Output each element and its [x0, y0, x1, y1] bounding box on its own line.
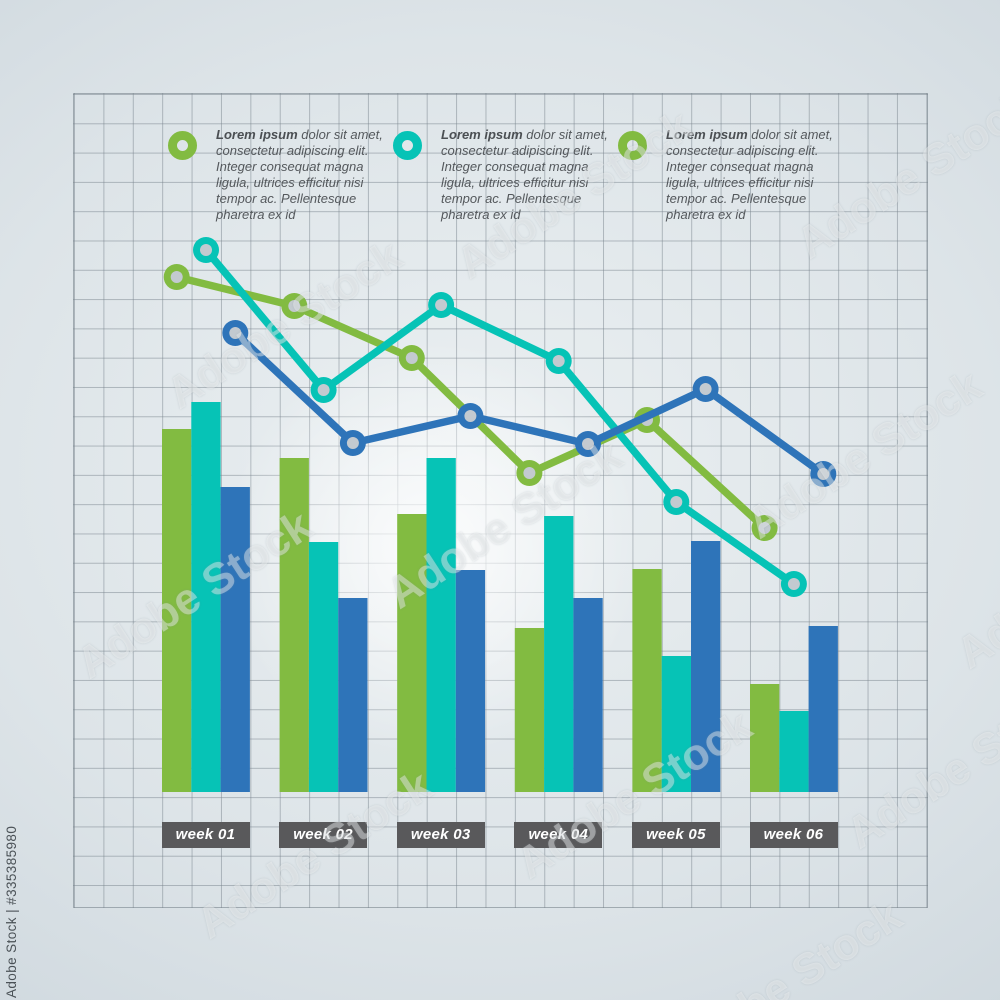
stock-credit-watermark: Adobe Stock | #335385980: [4, 825, 19, 998]
bar-blue-week-02: [338, 598, 368, 792]
legend-body: dolor sit amet, consectetur adipiscing e…: [666, 127, 833, 222]
marker-core-icon: [317, 384, 330, 396]
week-label-6: week 06: [749, 822, 838, 848]
bar-blue-week-04: [573, 598, 603, 792]
bar-green-week-04: [514, 628, 545, 792]
week-label-5: week 05: [631, 822, 720, 848]
week-label-4: week 04: [514, 822, 603, 848]
marker-core-icon: [582, 438, 594, 450]
marker-core-icon: [817, 468, 830, 480]
line-blue: [231, 329, 828, 478]
bar-teal-week-02: [308, 542, 339, 792]
bar-blue-week-06: [808, 626, 838, 792]
bar-green-week-02: [279, 458, 309, 792]
marker-core-icon: [758, 522, 771, 534]
marker-core-icon: [229, 327, 242, 339]
legend-item-2: Lorem ipsum dolor sit amet, consectetur …: [393, 127, 613, 222]
line-teal: [202, 246, 798, 588]
bar-teal-week-06: [779, 711, 809, 792]
bar-blue-week-01: [220, 487, 250, 792]
legend-body: dolor sit amet, consectetur adipiscing e…: [441, 127, 608, 222]
marker-core-icon: [405, 352, 418, 364]
marker-core-icon: [670, 496, 683, 508]
marker-core-icon: [552, 355, 565, 367]
bar-teal-week-05: [661, 656, 691, 792]
legend-lead: Lorem ipsum: [216, 127, 298, 142]
marker-core-icon: [464, 410, 477, 422]
bar-green-week-03: [397, 514, 427, 792]
bar-blue-week-05: [691, 541, 721, 792]
legend-item-3: Lorem ipsum dolor sit amet, consectetur …: [618, 127, 838, 222]
legend-lead: Lorem ipsum: [441, 127, 523, 142]
legend-bullet-donut-icon: [618, 131, 647, 160]
legend-body: dolor sit amet, consectetur adipiscing e…: [216, 127, 383, 222]
bar-green-week-05: [632, 569, 662, 792]
legend-text: Lorem ipsum dolor sit amet, consectetur …: [216, 127, 388, 222]
legend-bullet-donut-icon: [168, 131, 197, 160]
legend-text: Lorem ipsum dolor sit amet, consectetur …: [441, 127, 613, 222]
legend-text: Lorem ipsum dolor sit amet, consectetur …: [666, 127, 838, 222]
bar-teal-week-04: [544, 516, 574, 792]
week-label-1: week 01: [161, 822, 250, 848]
marker-core-icon: [787, 578, 800, 590]
legend-lead: Lorem ipsum: [666, 127, 748, 142]
marker-core-icon: [288, 300, 301, 312]
week-label-3: week 03: [396, 822, 485, 848]
bar-blue-week-03: [455, 570, 486, 792]
week-label-2: week 02: [279, 822, 368, 848]
bar-teal-week-03: [426, 458, 456, 792]
bar-teal-week-01: [191, 402, 221, 792]
marker-core-icon: [170, 271, 183, 283]
marker-core-icon: [346, 437, 359, 449]
legend-bullet-donut-icon: [393, 131, 422, 160]
bar-green-week-01: [162, 429, 192, 792]
marker-core-icon: [523, 467, 536, 479]
bar-green-week-06: [750, 684, 780, 792]
marker-core-icon: [435, 299, 448, 311]
marker-core-icon: [200, 244, 212, 256]
marker-core-icon: [699, 383, 712, 395]
legend-item-1: Lorem ipsum dolor sit amet, consectetur …: [168, 127, 388, 222]
